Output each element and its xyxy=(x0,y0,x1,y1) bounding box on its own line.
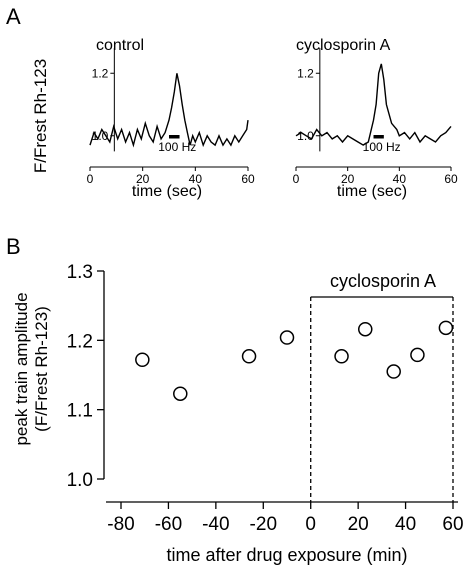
control-y-tick-label: 1.0 xyxy=(92,129,109,143)
data-point xyxy=(410,347,425,363)
control-plot: control time (sec) 0 20 40 60 1.0 1.2 100 Hz xyxy=(87,37,255,200)
panel-b-ylabel-line1: peak train amplitude xyxy=(12,292,31,445)
panel-b-ylabel-line2: (F/Frest Rh-123) xyxy=(32,306,51,432)
cyclosporin-x-tick-label: 20 xyxy=(341,172,355,186)
cyclosporin-xlabel: time (sec) xyxy=(337,183,407,200)
b-x-tick-label: 60 xyxy=(442,514,463,535)
treatment-label: cyclosporin A xyxy=(330,271,436,291)
b-x-tick-label: -60 xyxy=(155,514,182,535)
cyclosporin-x-tick-label: 40 xyxy=(393,172,407,186)
control-xlabel: time (sec) xyxy=(132,183,202,200)
cyclosporin-trace-line xyxy=(295,63,452,146)
cyclosporin-plot: cyclosporin A time (sec) 0 20 40 601.21.010… xyxy=(293,37,458,200)
panel-b-xlabel: time after drug exposure (min) xyxy=(166,545,407,565)
data-point xyxy=(386,364,401,379)
cyclosporin-title: cyclosporin A xyxy=(296,37,391,54)
b-y-tick-label: 1.0 xyxy=(67,470,93,491)
panel-a-ylabel: F/Frest Rh-123 xyxy=(31,59,50,173)
panel-b-label: B xyxy=(6,234,21,259)
b-x-tick-label: 0 xyxy=(305,514,316,535)
control-x-tick-label: 0 xyxy=(87,172,94,186)
data-point xyxy=(334,349,349,364)
b-x-tick-label: 40 xyxy=(395,514,416,535)
control-stimulus-label: 100 Hz xyxy=(158,140,196,154)
data-point xyxy=(358,321,373,337)
b-y-tick-label: 1.1 xyxy=(67,401,93,422)
control-trace-line xyxy=(89,73,249,148)
control-y-tick-label: 1.2 xyxy=(92,66,109,80)
cyclosporin-x-tick-label: 60 xyxy=(444,172,458,186)
control-x-tick-label: 60 xyxy=(241,172,255,186)
data-point xyxy=(241,349,257,364)
panel-a-label: A xyxy=(6,4,21,29)
cyclosporin-y-tick-label: 1.2 xyxy=(297,66,314,80)
b-x-tick-label: -20 xyxy=(250,514,277,535)
control-x-tick-label: 20 xyxy=(136,172,150,186)
cyclosporin-x-tick-label: 0 xyxy=(293,172,300,186)
b-x-tick-label: -40 xyxy=(202,514,229,535)
control-stimulus-bar xyxy=(169,135,180,139)
b-y-tick-label: 1.2 xyxy=(67,331,93,352)
cyclosporin-stimulus-bar xyxy=(373,135,384,139)
data-point xyxy=(135,352,150,367)
amplitude-plot: cyclosporin A time after drug exposure (… xyxy=(67,262,464,565)
control-x-tick-label: 40 xyxy=(189,172,203,186)
b-x-tick-label: 20 xyxy=(348,514,369,535)
data-point xyxy=(438,320,454,336)
data-point xyxy=(173,386,188,401)
cyclosporin-stimulus-label: 100 Hz xyxy=(363,140,401,154)
data-point xyxy=(279,330,295,345)
control-title: control xyxy=(96,37,144,54)
b-x-tick-label: -80 xyxy=(107,514,134,535)
b-y-tick-label: 1.3 xyxy=(67,262,93,283)
